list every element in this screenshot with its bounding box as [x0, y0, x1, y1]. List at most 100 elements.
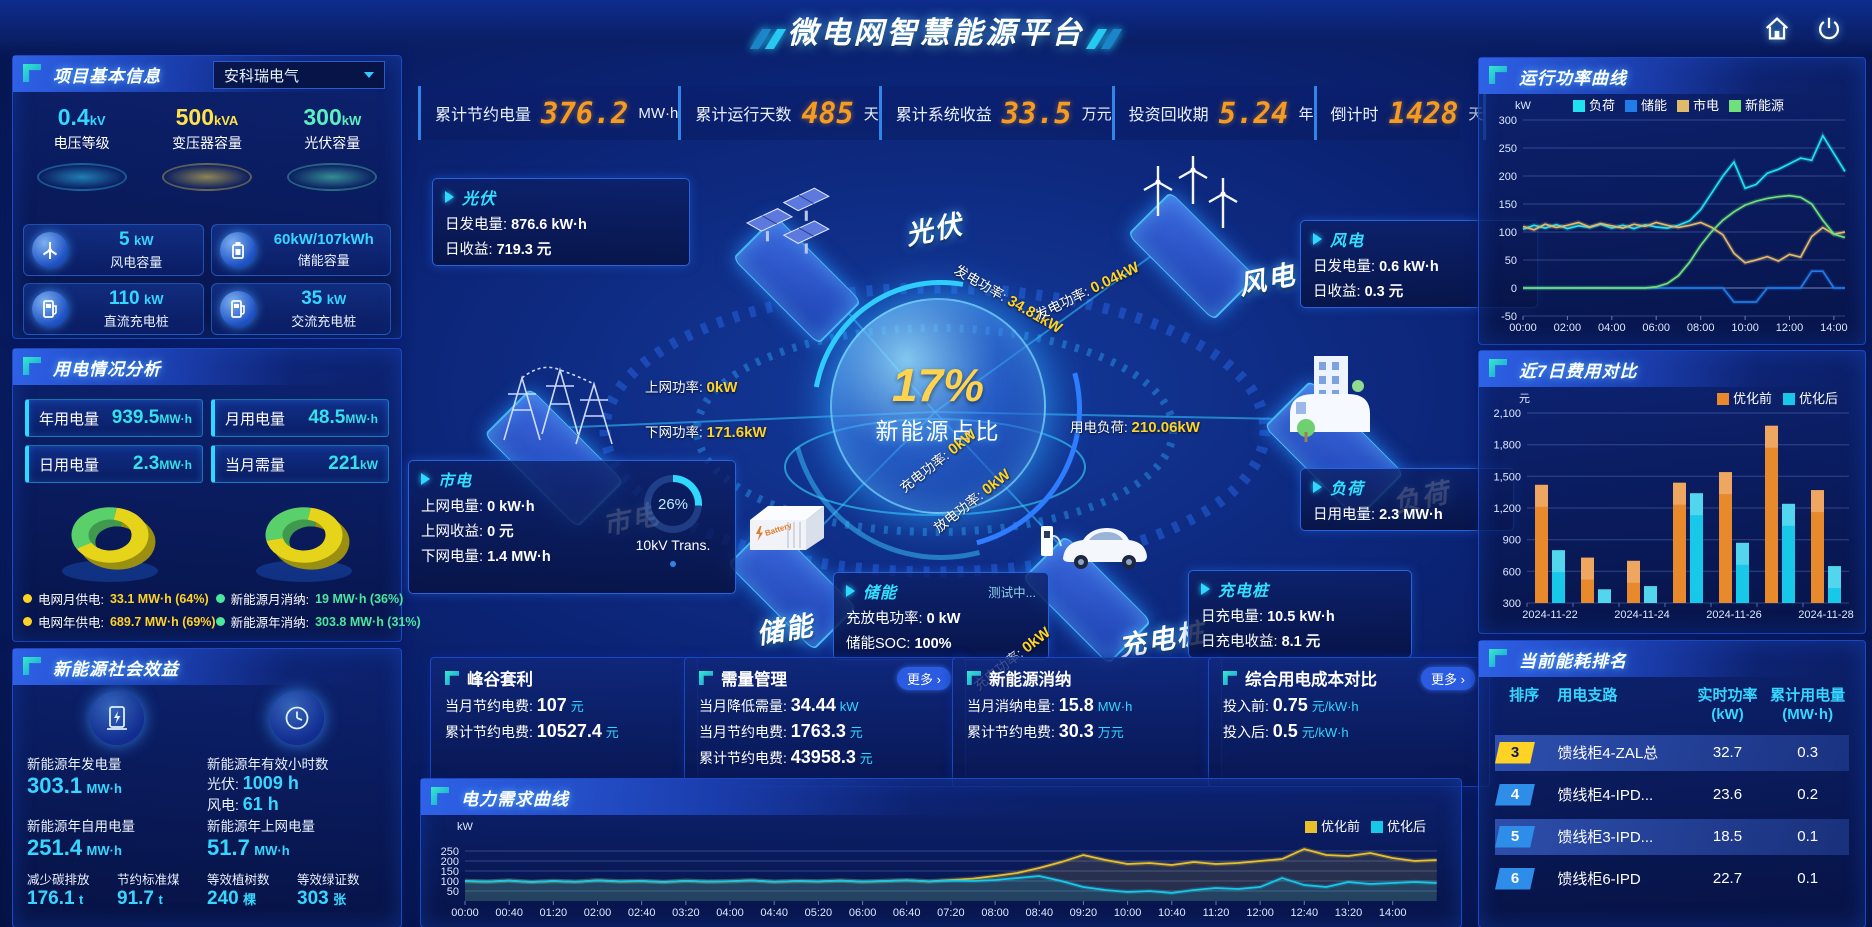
capacity-card-text: 5 kW 风电容量: [78, 229, 195, 271]
kpi-value: 485: [801, 96, 854, 130]
kpi-value: 5.24: [1218, 96, 1289, 130]
total-energy: 0.1: [1797, 828, 1819, 845]
info-box-title-row: 储能 测试中...: [846, 579, 1036, 603]
panel-corner-icon: [1489, 359, 1507, 377]
arrow-icon: [1201, 583, 1210, 595]
rank-badge: 3: [1495, 741, 1535, 764]
legend-dot: [215, 617, 225, 626]
table-row[interactable]: 6 馈线柜6-IPD 22.7 0.1: [1495, 861, 1849, 897]
legend-label: 电网月供电:: [38, 593, 104, 607]
donut-year-chart: [256, 507, 352, 582]
transformer-gauge: 26% 10kV Trans.: [625, 475, 721, 567]
usage-stat-2: 日用电量 2.3MW·h: [25, 445, 203, 483]
kpi-value: 33.5: [1001, 96, 1072, 130]
capacity-card-value: 5 kW: [118, 229, 154, 250]
legend-item-2[interactable]: 电网年供电: 689.7 MW·h (69%): [23, 612, 216, 631]
svg-text:储能: 储能: [1641, 98, 1667, 113]
info-box-line: 储能SOC: 100%: [846, 636, 952, 652]
benefit-mini-1: 节约标准煤 91.7 t: [117, 869, 207, 910]
info-box-title: 储能: [863, 585, 898, 602]
table-row[interactable]: 3 馈线柜4-ZAL总 32.7 0.3: [1495, 734, 1849, 771]
panel-power-curve: 运行功率曲线 300 250 200 150 100 50 0 -50 00:00 02:00 04…: [1478, 57, 1866, 345]
pv-hours-label: 光伏:: [207, 776, 239, 792]
pedestal-label: 电压等级: [53, 135, 110, 151]
info-box-line: 日收益: 0.3 元: [1313, 284, 1404, 300]
summary-panel-line: 累计节约电费: 43958.3 元: [699, 747, 873, 767]
summary-panel-line: 累计节约电费: 10527.4 元: [445, 721, 619, 741]
kpi-label: 累计系统收益: [895, 107, 992, 124]
summary-panel-2: 新能源消纳 当月消纳电量: 15.8 MW·h 累计节约电费: 30.3 万元: [952, 657, 1222, 787]
home-icon[interactable]: [1762, 14, 1792, 44]
svg-text:1,200: 1,200: [1493, 503, 1521, 515]
more-button[interactable]: 更多 ›: [1421, 666, 1475, 690]
info-box-line: 日发电量: 876.6 kW·h: [445, 217, 587, 233]
panel-project-title: 项目基本信息: [53, 66, 161, 86]
legend-label: 新能源年消纳:: [230, 616, 310, 630]
hub-arc: [761, 229, 1121, 589]
svg-text:200: 200: [441, 856, 459, 868]
capacity-pedestals: 0.4kV 电压等级 500kVA 变压器容量 300kW 光伏容量: [13, 92, 401, 216]
legend-value: 303.8 MW·h (31%): [315, 614, 421, 629]
more-button[interactable]: 更多 ›: [897, 666, 951, 690]
kpi-bar: 累计节约电量 376.2 MW·h 累计运行天数 485 天累计系统收益 33.5 万元 投资回…: [418, 86, 1487, 140]
company-dropdown-value: 安科瑞电气: [224, 67, 300, 85]
summary-panel-title: 综合用电成本对比: [1245, 671, 1377, 689]
svg-text:负荷: 负荷: [1589, 98, 1615, 113]
rank-badge: 6: [1495, 867, 1535, 890]
summary-panel-title: 需量管理: [721, 671, 787, 689]
info-box-line: 日用电量: 2.3 MW·h: [1313, 507, 1443, 523]
flow-label-pv-gen: 发电功率: 34.81kW: [951, 262, 1065, 338]
panel-benefit-title: 新能源社会效益: [53, 659, 179, 679]
summary-panel-3: 综合用电成本对比 更多 › 投入前: 0.75 元/kW·h 投入后: 0.5 元/k…: [1208, 657, 1490, 787]
panel-energy-ranking: 当前能耗排名 排序 用电支路 实时功率 (kW) 累计用电量 (MW·h) 3 馈线柜4-ZA…: [1478, 640, 1866, 927]
svg-text:06:40: 06:40: [893, 907, 921, 919]
arrow-icon: [445, 191, 454, 203]
panel-demand-curve: 电力需求曲线 250 200 150 100 50 00:00 00:40 01:20 02:0…: [420, 778, 1462, 927]
usage-stat-label: 月用电量: [225, 410, 286, 428]
company-dropdown[interactable]: 安科瑞电气: [213, 61, 385, 89]
to-grid-value: 51.7: [207, 835, 250, 860]
svg-text:02:00: 02:00: [1554, 322, 1582, 334]
legend-item-1[interactable]: 新能源月消纳: 19 MW·h (36%): [215, 589, 421, 608]
svg-text:14:00: 14:00: [1820, 322, 1848, 334]
realtime-power: 18.5: [1712, 828, 1743, 845]
kpi-label: 累计节约电量: [435, 107, 532, 124]
kpi-label: 倒计时: [1330, 107, 1379, 124]
usage-stat-value: 48.5MW·h: [308, 407, 378, 428]
load-device-icon: [1270, 348, 1390, 463]
capacity-pedestal-2: 300kW 光伏容量: [273, 104, 391, 216]
svg-text:06:00: 06:00: [1642, 322, 1670, 334]
benefit-mini-label: 节约标准煤: [117, 873, 180, 887]
svg-text:05:20: 05:20: [805, 907, 833, 919]
summary-panel-line: 当月节约电费: 1763.3 元: [699, 721, 863, 741]
effective-hours-label: 新能源年有效小时数: [207, 757, 329, 772]
svg-text:优化后: 优化后: [1387, 819, 1426, 834]
kpi-label: 累计运行天数: [695, 107, 792, 124]
legend-item-0[interactable]: 电网月供电: 33.1 MW·h (64%): [23, 589, 216, 608]
power-icon[interactable]: [1814, 14, 1844, 44]
svg-text:2,100: 2,100: [1493, 408, 1521, 420]
table-row[interactable]: 5 馈线柜3-IPD... 18.5 0.1: [1495, 818, 1849, 855]
benefit-body: 新能源年发电量 303.1 MW·h 新能源年有效小时数 光伏: 1009 h …: [13, 685, 401, 910]
pedestal-glow: [287, 163, 378, 191]
header: 微电网智慧能源平台: [0, 8, 1872, 52]
svg-text:12:40: 12:40: [1291, 907, 1319, 919]
battery-icon: [219, 232, 256, 268]
info-box-line: 上网收益: 0 元: [421, 524, 514, 540]
svg-text:市电: 市电: [1693, 98, 1719, 113]
new-energy-share-value: 17%: [891, 359, 985, 411]
usage-stat-value: 221kW: [328, 453, 378, 474]
summary-panel-header: 新能源消纳: [967, 666, 1207, 690]
svg-text:04:00: 04:00: [716, 907, 744, 919]
legend-item-3[interactable]: 新能源年消纳: 303.8 MW·h (31%): [215, 612, 421, 631]
svg-text:kW: kW: [1515, 100, 1532, 112]
ac-charger-icon: [219, 291, 256, 327]
svg-text:13:20: 13:20: [1335, 907, 1363, 919]
panel-usage-title: 用电情况分析: [53, 359, 161, 379]
svg-text:2024-11-24: 2024-11-24: [1614, 609, 1669, 621]
energy-meter-icon: [90, 691, 144, 745]
cost-compare-chart: 2,100 1,800 1,500 1,200 900 600 300 元 2024-11-22…: [1493, 391, 1853, 621]
pedestal-value: 300kW: [303, 104, 362, 130]
table-row[interactable]: 4 馈线柜4-IPD... 23.6 0.2: [1495, 777, 1849, 813]
legend-value: 33.1 MW·h (64%): [109, 591, 209, 606]
